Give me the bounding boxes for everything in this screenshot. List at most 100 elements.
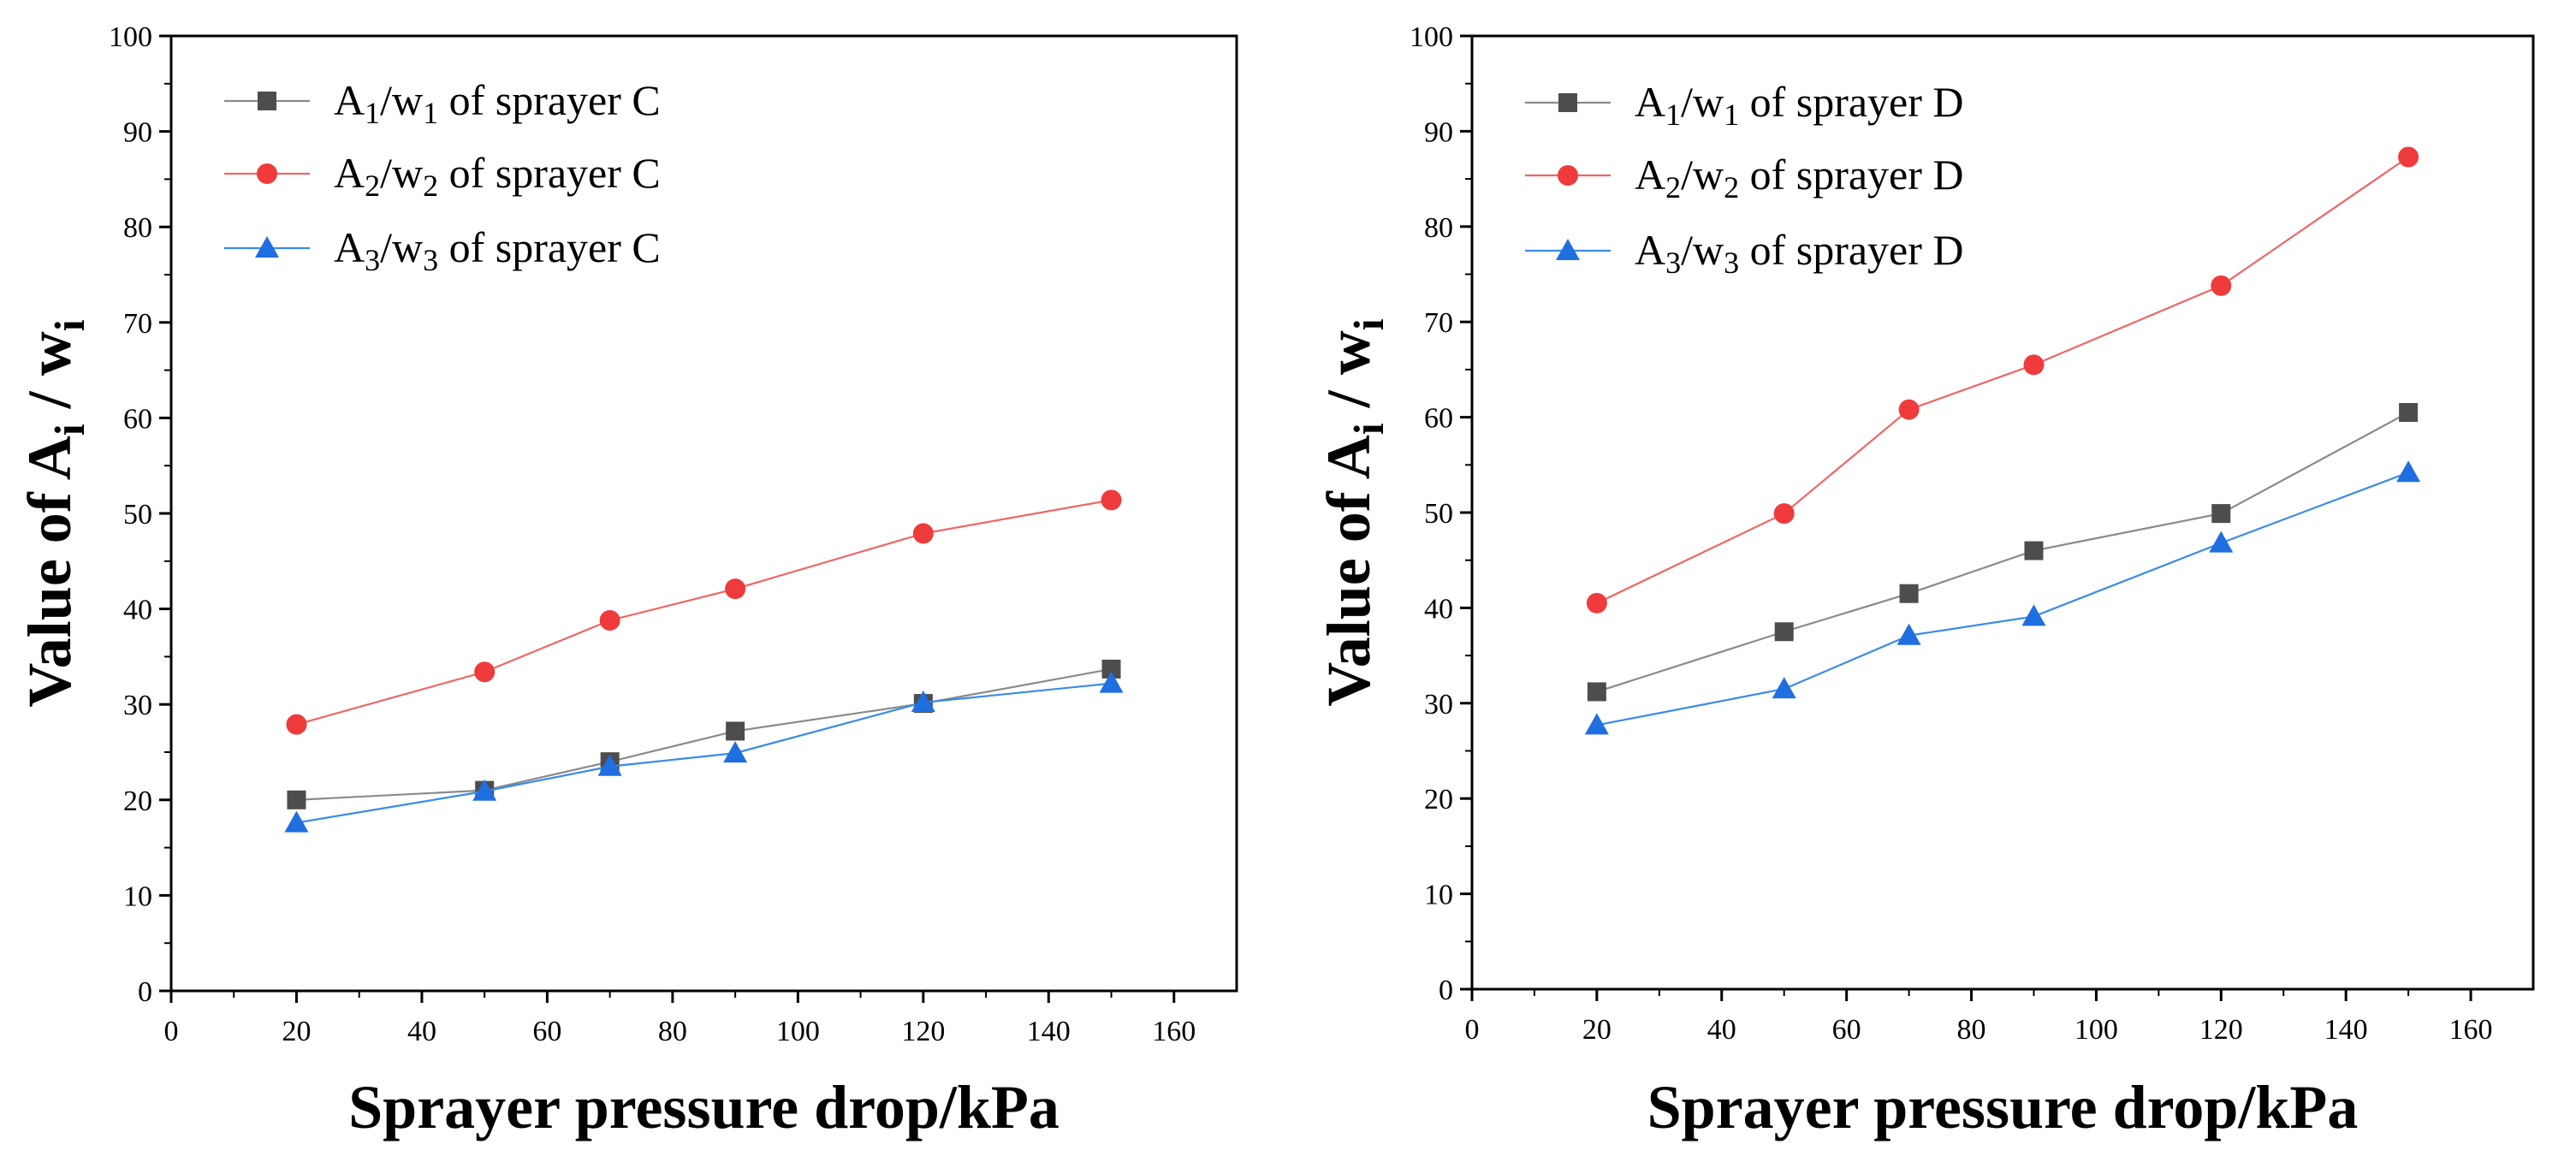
y-label-sub-a: i [45,424,93,436]
legend-rest: of sprayer D [1739,151,1963,199]
x-tick-label: 0 [1465,1014,1480,1046]
legend-marker [1558,93,1577,112]
x-tick-label: 160 [2449,1014,2493,1046]
y-label-w: w [1315,330,1383,375]
legend-label: A1/w1 of sprayer D [1635,78,1964,132]
y-tick-label: 10 [123,880,152,912]
x-tick-label: 100 [2074,1014,2118,1046]
y-tick-label: 40 [1424,593,1453,625]
data-point [1101,659,1121,679]
y-tick-label: 60 [123,403,152,435]
legend-sub-1: 1 [365,96,380,130]
x-tick-label: 80 [658,1016,687,1047]
legend-label: A2/w2 of sprayer C [334,149,661,203]
legend-w: /w [1681,151,1724,199]
data-point [2399,403,2419,423]
x-axis-label: Sprayer pressure drop/kPa [1647,1073,2359,1141]
data-point [2396,460,2421,483]
legend-a: A [1635,78,1665,126]
y-label-a: A [1315,435,1383,479]
x-tick-label: 160 [1152,1016,1196,1047]
legend-sub-1: 1 [1665,98,1681,132]
chart-2: 0 20 40 60 80 100 120 140 160 0 10 20 30 40 50 60 70 80 90… [1315,21,2535,1141]
data-point [725,578,746,600]
series-3 [284,671,1124,833]
legend-marker [257,163,277,184]
y-tick-label: 50 [123,499,152,531]
y-label-sub-a: i [1344,423,1392,435]
data-point [2209,531,2234,553]
chart-1: 0 20 40 60 80 100 120 140 160 0 10 20 30 40 50 60 70 80 90… [15,21,1238,1141]
y-label-sub-w: i [1344,318,1392,330]
data-point [597,754,622,776]
legend-sub-1: 3 [365,243,380,277]
y-tick-label: 100 [109,21,152,53]
legend-label: A3/w3 of sprayer C [334,223,661,277]
legend-marker [258,92,276,110]
legend-sub-1: 3 [1665,246,1681,280]
data-point [2023,354,2045,376]
data-point [1101,489,1122,511]
y-tick-label: 60 [1424,403,1453,435]
x-tick-label: 120 [901,1016,945,1047]
data-point [723,741,748,763]
y-tick-label: 90 [1424,116,1453,148]
legend-rest: of sprayer C [438,149,661,197]
data-point [912,523,934,544]
x-tick-label: 40 [407,1016,436,1047]
legend-sub-2: 2 [423,169,438,203]
legend-sub-2: 1 [1724,98,1739,132]
y-tick-label: 10 [1424,880,1453,911]
series-2 [1586,146,2419,614]
data-point [284,810,309,833]
y-tick-label: 80 [1424,212,1453,244]
legend-a: A [334,223,365,271]
y-tick-label: 30 [123,690,152,721]
legend-a: A [334,76,365,124]
y-tick-label: 70 [1424,307,1453,339]
data-point [1899,584,1919,603]
y-tick-label: 0 [1439,975,1453,1006]
y-label-mid: / [1315,375,1383,423]
legend-marker [1558,165,1578,186]
y-tick-label: 30 [1424,689,1453,720]
series-3 [1584,460,2421,735]
data-point [599,609,620,631]
legend-rest: of sprayer C [438,76,661,124]
series-1 [1587,403,2419,702]
legend-a: A [1635,151,1665,199]
x-tick-label: 120 [2199,1014,2243,1046]
legend-a: A [334,149,365,197]
data-point [287,790,306,809]
x-tick-label: 140 [1027,1016,1071,1047]
data-point [2024,541,2044,560]
legend-w: /w [380,223,423,271]
legend-sub-2: 3 [423,243,438,277]
legend-w: /w [380,149,423,197]
legend-sub-1: 2 [1665,170,1681,205]
series-line [296,499,1112,726]
data-point [1898,399,1920,420]
legend-label: A3/w3 of sprayer D [1635,226,1964,280]
legend-label: A1/w1 of sprayer C [334,76,661,130]
y-tick-label: 20 [1424,784,1453,815]
data-point [2211,275,2232,296]
data-point [1099,671,1124,693]
legend-marker [1556,239,1580,260]
data-point [2211,504,2231,524]
legend-label: A2/w2 of sprayer D [1635,151,1964,205]
data-point [2021,604,2046,626]
data-point [1587,682,1606,702]
series-line [1596,412,2409,693]
y-axis-label: Value of Ai / wi [1315,318,1392,706]
series-line [1596,471,2409,726]
x-tick-label: 0 [164,1016,179,1047]
plot-frame [1470,34,2535,991]
x-tick-label: 80 [1957,1014,1986,1046]
data-point [1772,677,1796,699]
legend-sub-2: 1 [423,96,438,130]
data-point [286,714,307,735]
y-tick-label: 20 [123,786,152,817]
series-1 [287,659,1121,809]
